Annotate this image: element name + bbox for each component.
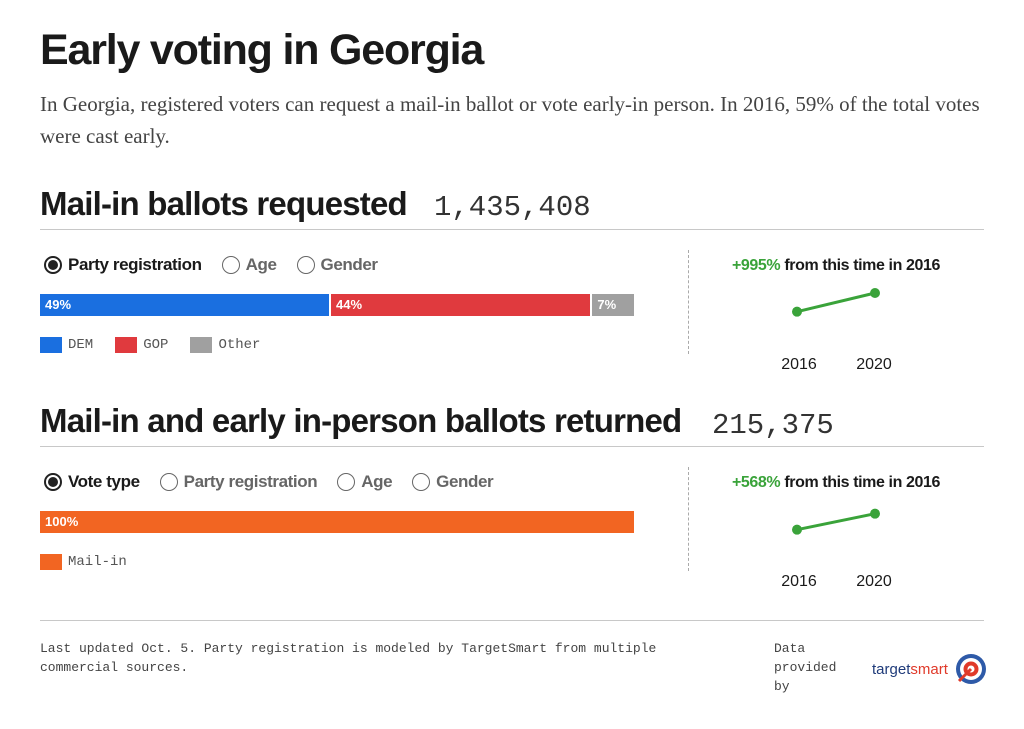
trend-point-2020 — [870, 508, 880, 519]
bar-segment-dem: 49% — [40, 294, 332, 316]
legend-label: GOP — [143, 337, 169, 353]
legend-swatch — [40, 337, 62, 353]
section-1-filter-group: Party registration Age Gender — [44, 252, 398, 278]
trend-year-label: 2016 — [781, 356, 817, 373]
trend-year-label: 2020 — [856, 573, 892, 590]
legend-item-gop: GOP — [115, 337, 168, 353]
radio-icon — [296, 256, 315, 274]
bar-segment-other: 7% — [592, 294, 634, 316]
trend-year-label: 2020 — [856, 356, 892, 373]
section-1-rule — [40, 229, 984, 230]
radio-selected-icon — [44, 256, 62, 274]
radio-icon — [337, 473, 356, 491]
section-2-rule — [40, 446, 984, 447]
legend-swatch — [40, 554, 62, 570]
section-1-change: +995% from this time in 2016 — [731, 257, 941, 274]
section-2-divider — [688, 467, 689, 571]
bar-segment-mail-in: 100% — [40, 511, 634, 533]
legend-swatch — [115, 337, 138, 353]
radio-icon — [412, 473, 431, 491]
data-provided-by: Data provided by — [774, 641, 837, 694]
legend-swatch — [190, 337, 213, 353]
legend-item-other: Other — [190, 337, 260, 353]
section-2-trend-chart — [792, 508, 880, 535]
filter-gender[interactable]: Gender — [412, 472, 494, 492]
section-2-stacked-bar: 100% — [40, 511, 634, 533]
trend-line — [796, 512, 876, 532]
radio-selected-icon — [44, 473, 62, 491]
footnote: Last updated Oct. 5. Party registration … — [40, 641, 657, 675]
legend-item-dem: DEM — [40, 337, 93, 353]
section-2-change: +568% from this time in 2016 — [731, 474, 941, 491]
legend-item-mail-in: Mail-in — [40, 554, 127, 570]
footer-rule — [40, 620, 984, 621]
bar-segment-gop: 44% — [331, 294, 593, 316]
section-2-title: Mail-in and early in-person ballots retu… — [40, 402, 682, 439]
filter-party-registration[interactable]: Party registration — [159, 472, 318, 492]
page-title: Early voting in Georgia — [40, 26, 484, 74]
legend-label: Other — [218, 337, 261, 353]
legend-label: Mail-in — [68, 554, 127, 570]
section-1-total: 1,435,408 — [434, 191, 591, 224]
filter-age[interactable]: Age — [337, 472, 393, 492]
trend-point-2020 — [870, 288, 880, 298]
filter-vote-type[interactable]: Vote type — [44, 472, 140, 492]
targetsmart-logo[interactable]: target smart — [872, 652, 988, 686]
section-1-title: Mail-in ballots requested — [40, 185, 408, 222]
filter-gender[interactable]: Gender — [296, 255, 378, 275]
section-1-trend-chart — [792, 288, 880, 317]
section-1-stacked-bar: 49% 44% 7% — [40, 294, 634, 316]
filter-party-registration[interactable]: Party registration — [44, 255, 202, 275]
section-1-divider — [688, 250, 689, 354]
section-2-legend: Mail-in — [40, 554, 149, 570]
trend-point-2016 — [792, 524, 802, 535]
legend-label: DEM — [68, 337, 94, 353]
trend-year-label: 2016 — [781, 573, 817, 590]
section-1-legend: DEM GOP Other — [40, 337, 282, 353]
radio-icon — [159, 473, 178, 491]
section-2-filter-group: Vote type Party registration Age Gender — [44, 469, 513, 495]
page-subtitle: In Georgia, registered voters can reques… — [40, 92, 980, 148]
trend-line — [796, 291, 876, 314]
trend-point-2016 — [792, 306, 802, 317]
section-2-total: 215,375 — [712, 409, 834, 442]
target-icon — [955, 654, 986, 684]
filter-age[interactable]: Age — [221, 255, 277, 275]
radio-icon — [221, 256, 240, 274]
